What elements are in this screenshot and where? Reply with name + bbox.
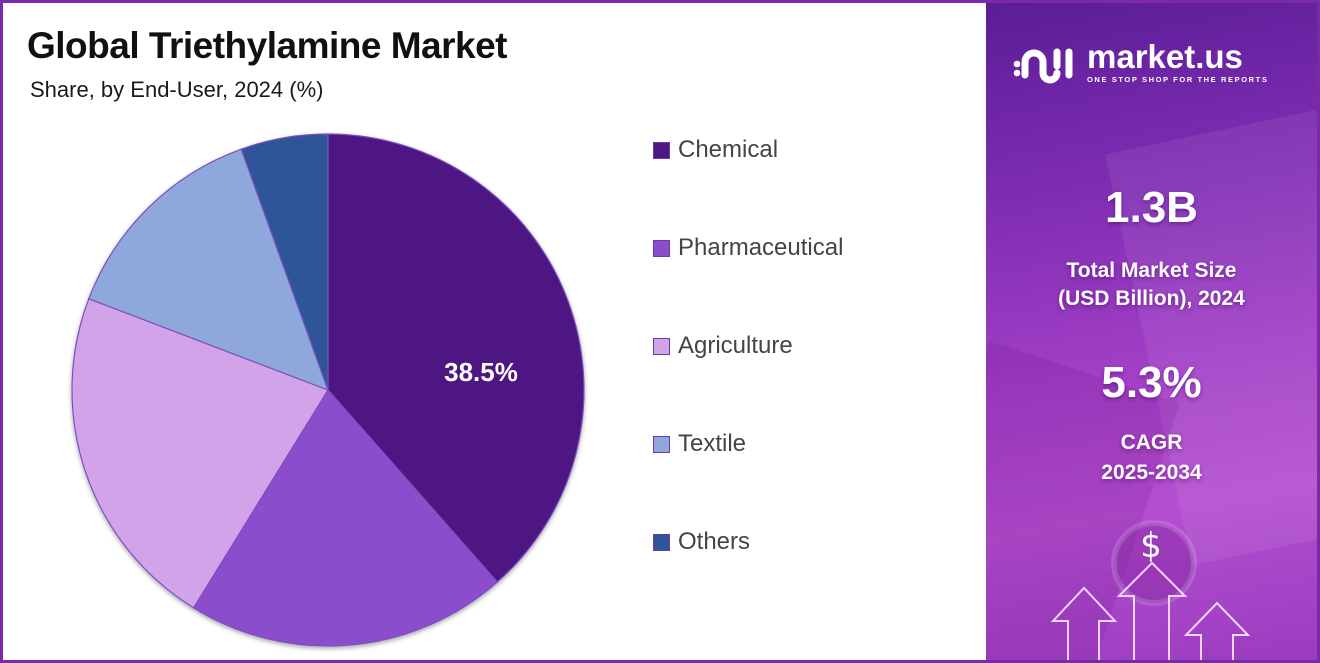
- growth-arrows-icon: $: [1050, 520, 1251, 660]
- market-size-value: 1.3B: [1105, 183, 1198, 232]
- legend-item-textile: Textile: [653, 429, 746, 459]
- legend-item-pharmaceutical: Pharmaceutical: [653, 233, 843, 263]
- pie-slice-others: [240, 133, 329, 391]
- legend-swatch: [653, 337, 670, 355]
- cagr-label-line2: 2025-2034: [1101, 461, 1202, 484]
- summary-panel: market.us ONE STOP SHOP FOR THE REPORTS …: [986, 3, 1317, 660]
- chart-subtitle: Share, by End-User, 2024 (%): [30, 77, 324, 102]
- legend-item-agriculture: Agriculture: [653, 331, 793, 361]
- pie-slice-agriculture: [71, 297, 329, 609]
- chart-title: Global Triethylamine Market: [27, 25, 507, 66]
- legend-swatch: [653, 435, 670, 453]
- market-size-label-line2: (USD Billion), 2024: [1058, 287, 1245, 310]
- legend-item-chemical: Chemical: [653, 135, 778, 165]
- dollar-icon: $: [1140, 526, 1162, 566]
- brand-logo: market.us ONE STOP SHOP FOR THE REPORTS: [1011, 38, 1269, 84]
- legend-swatch: [653, 141, 670, 159]
- chart-panel: Global Triethylamine Market Share, by En…: [3, 3, 985, 660]
- cagr-label-line1: CAGR: [1120, 431, 1183, 454]
- cagr-value: 5.3%: [1101, 358, 1202, 407]
- legend-item-others: Others: [653, 527, 750, 557]
- legend-swatch: [653, 533, 670, 551]
- market-us-logo-icon: [1013, 48, 1073, 83]
- pie-slice-pharmaceutical: [192, 388, 499, 647]
- brand-tagline: ONE STOP SHOP FOR THE REPORTS: [1087, 75, 1269, 84]
- pie-slice-chemical: [327, 133, 585, 583]
- market-size-label-line1: Total Market Size: [1066, 259, 1237, 282]
- pie-data-label: 38.5%: [444, 357, 518, 387]
- pie-chart: 38.5%: [71, 133, 585, 647]
- brand-name: market.us: [1087, 38, 1243, 75]
- pie-slice-textile: [88, 148, 330, 392]
- legend-swatch: [653, 239, 670, 257]
